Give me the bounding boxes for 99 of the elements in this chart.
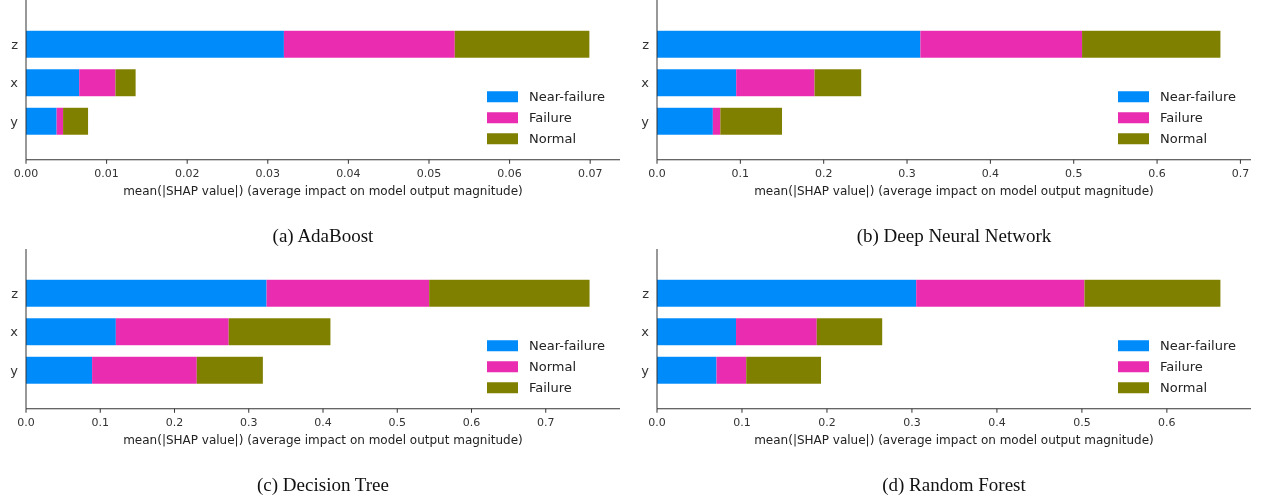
bar <box>657 107 713 135</box>
y-tick-label: z <box>11 36 19 52</box>
bar <box>716 356 747 384</box>
legend-label: Normal <box>1160 380 1208 396</box>
bar <box>115 69 136 97</box>
x-tick-label: 0.6 <box>462 415 481 429</box>
bar <box>56 107 64 135</box>
x-axis-title: mean(|SHAP value|) (average impact on model output magnitude) <box>754 183 1154 198</box>
bar <box>1084 279 1221 307</box>
x-tick-label: 0.06 <box>497 166 522 180</box>
legend-label: Near-failure <box>529 89 605 105</box>
x-tick-label: 0.02 <box>174 166 200 180</box>
x-tick-label: 0.4 <box>988 415 1006 429</box>
legend-label: Normal <box>1160 131 1208 147</box>
x-tick-label: 0.0 <box>648 415 666 429</box>
x-tick-label: 0.2 <box>165 415 184 429</box>
x-tick-label: 0.3 <box>903 415 921 429</box>
y-tick-label: x <box>641 324 650 340</box>
bar <box>26 318 116 346</box>
bar <box>916 279 1085 307</box>
legend-label: Failure <box>529 110 572 126</box>
bar <box>26 30 284 58</box>
x-axis-title: mean(|SHAP value|) (average impact on model output magnitude) <box>754 432 1154 447</box>
legend-label: Failure <box>1160 110 1203 126</box>
x-tick-label: 0.03 <box>255 166 281 180</box>
y-tick-label: z <box>642 285 650 301</box>
x-tick-label: 0.2 <box>814 166 833 180</box>
x-tick-label: 0.0 <box>17 415 35 429</box>
bar <box>657 318 737 346</box>
bar <box>816 318 883 346</box>
bar <box>920 30 1083 58</box>
x-tick-label: 0.5 <box>1064 166 1083 180</box>
y-tick-label: z <box>11 285 19 301</box>
bar <box>814 69 862 97</box>
y-tick-label: y <box>641 362 650 378</box>
legend-label: Near-failure <box>529 338 605 354</box>
x-tick-label: 0.4 <box>314 415 332 429</box>
x-tick-label: 0.3 <box>898 166 916 180</box>
x-tick-label: 0.00 <box>13 166 39 180</box>
text: (b) Deep Neural Network <box>856 224 1052 247</box>
bar <box>454 30 590 58</box>
y-tick-label: x <box>10 75 19 91</box>
x-tick-label: 0.1 <box>91 415 109 429</box>
y-tick-label: x <box>641 75 650 91</box>
bar <box>283 30 455 58</box>
x-tick-label: 0.5 <box>1073 415 1091 429</box>
bar <box>746 356 822 384</box>
x-tick-label: 0.5 <box>388 415 406 429</box>
x-axis-title: mean(|SHAP value|) (average impact on model output magnitude) <box>123 183 523 198</box>
bar <box>196 356 263 384</box>
x-tick-label: 0.05 <box>416 166 442 180</box>
bar <box>92 356 197 384</box>
bar <box>657 356 717 384</box>
bar <box>1082 30 1221 58</box>
bar <box>736 318 817 346</box>
bar <box>26 356 93 384</box>
x-tick-label: 0.6 <box>1158 415 1176 429</box>
x-tick-label: 0.4 <box>981 166 1000 180</box>
text: (d) Random Forest <box>882 473 1027 496</box>
y-tick-label: y <box>10 362 19 378</box>
bar <box>712 107 721 135</box>
bar <box>266 279 430 307</box>
legend-label: Normal <box>529 359 577 375</box>
bar <box>63 107 89 135</box>
legend-label: Failure <box>1160 359 1203 375</box>
x-tick-label: 0.04 <box>336 166 361 180</box>
x-axis-title: mean(|SHAP value|) (average impact on model output magnitude) <box>123 432 523 447</box>
bar <box>657 279 917 307</box>
bar <box>657 30 921 58</box>
x-tick-label: 0.7 <box>537 415 555 429</box>
legend-label: Normal <box>529 131 577 147</box>
legend-label: Near-failure <box>1160 338 1236 354</box>
text: (a) AdaBoost <box>272 224 375 247</box>
x-tick-label: 0.3 <box>240 415 258 429</box>
x-tick-label: 0.6 <box>1148 166 1166 180</box>
bar <box>115 318 229 346</box>
bar <box>26 107 57 135</box>
x-tick-label: 0.01 <box>94 166 119 180</box>
legend-label: Failure <box>529 380 572 396</box>
bar <box>720 107 783 135</box>
x-tick-label: 0.0 <box>648 166 666 180</box>
x-tick-label: 0.07 <box>577 166 603 180</box>
bar <box>26 69 80 97</box>
text: (c) Decision Tree <box>257 473 389 496</box>
bar <box>657 69 737 97</box>
legend-label: Near-failure <box>1160 89 1236 105</box>
y-tick-label: x <box>10 324 19 340</box>
bar <box>79 69 116 97</box>
y-tick-label: y <box>641 113 650 129</box>
bar <box>736 69 815 97</box>
y-tick-label: y <box>10 113 19 129</box>
x-tick-label: 0.2 <box>818 415 836 429</box>
bar <box>228 318 331 346</box>
bar <box>26 279 267 307</box>
x-tick-label: 0.7 <box>1231 166 1250 180</box>
x-tick-label: 0.1 <box>733 415 751 429</box>
y-tick-label: z <box>642 36 650 52</box>
bar <box>429 279 590 307</box>
x-tick-label: 0.1 <box>731 166 750 180</box>
